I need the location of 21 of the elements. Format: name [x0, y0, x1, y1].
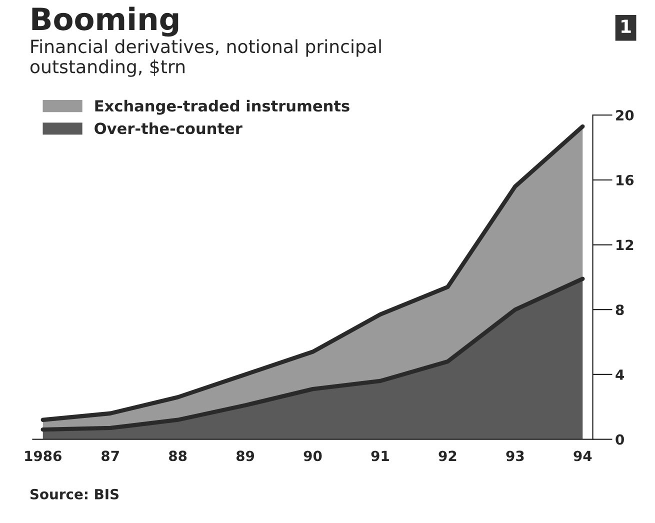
source-note: Source: BIS	[30, 488, 119, 500]
x-tick-label: 89	[236, 450, 254, 462]
x-tick-label: 1986	[25, 450, 62, 462]
x-tick-label: 94	[574, 450, 592, 462]
y-tick-label: 20	[616, 110, 634, 121]
y-tick-label: 8	[616, 304, 624, 316]
text: 1	[622, 20, 631, 33]
y-tick-label: 16	[616, 174, 634, 186]
x-tick-label: 91	[371, 450, 389, 462]
x-tick-label: 92	[438, 450, 456, 462]
legend-label: Exchange-traded instruments	[95, 100, 350, 115]
x-tick-label: 90	[304, 450, 322, 462]
x-tick-label: 93	[506, 450, 524, 462]
legend-label: Over-the-counter	[94, 122, 242, 134]
x-tick-label: 87	[102, 450, 119, 462]
x-tick-label: 88	[169, 450, 187, 462]
chart-title: Booming	[32, 6, 178, 37]
y-tick-label: 0	[616, 434, 624, 445]
chart-subtitle: Financial derivatives, notional principal outstanding, $trn	[30, 39, 381, 77]
y-tick-label: 4	[616, 370, 624, 380]
y-tick-label: 12	[616, 240, 634, 250]
